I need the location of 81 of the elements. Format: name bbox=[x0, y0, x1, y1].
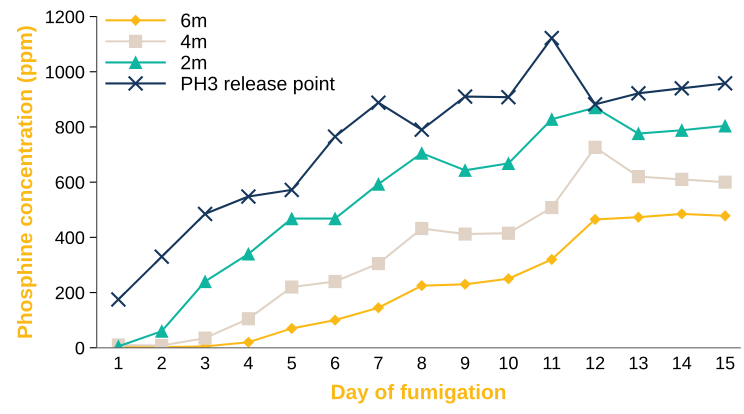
point bbox=[198, 274, 212, 288]
point bbox=[372, 302, 384, 314]
point bbox=[285, 212, 298, 226]
point bbox=[284, 182, 300, 198]
x-tick-label: 2 bbox=[158, 356, 166, 370]
point bbox=[502, 226, 516, 240]
point bbox=[546, 254, 558, 265]
point bbox=[632, 212, 644, 223]
point bbox=[675, 124, 688, 137]
y-axis-title: Phosphine concentration (ppm) bbox=[17, 26, 36, 338]
point bbox=[414, 122, 430, 138]
point bbox=[630, 85, 646, 102]
point bbox=[370, 94, 386, 111]
point bbox=[372, 256, 386, 270]
point bbox=[154, 248, 170, 265]
point bbox=[328, 212, 342, 226]
point bbox=[330, 314, 341, 326]
legend-label: 4m bbox=[180, 34, 206, 48]
point bbox=[676, 208, 688, 220]
point bbox=[415, 146, 428, 160]
point bbox=[458, 227, 472, 241]
point bbox=[502, 273, 514, 284]
x-tick-label: 11 bbox=[544, 356, 560, 370]
point bbox=[415, 222, 428, 236]
point bbox=[544, 30, 560, 46]
y-tick-label: 600 bbox=[56, 176, 84, 189]
point bbox=[328, 274, 342, 288]
point bbox=[545, 112, 558, 126]
x-tick-label: 7 bbox=[374, 356, 383, 370]
point bbox=[457, 88, 474, 105]
point bbox=[110, 291, 126, 308]
y-tick-label: 1000 bbox=[46, 66, 84, 78]
point bbox=[242, 312, 255, 326]
point bbox=[242, 247, 255, 261]
point bbox=[718, 176, 732, 189]
point bbox=[718, 119, 732, 132]
x-tick-label: 1 bbox=[114, 356, 123, 370]
point bbox=[372, 177, 386, 191]
x-tick-label: 3 bbox=[200, 356, 210, 370]
point bbox=[458, 164, 472, 177]
x-tick-label: 8 bbox=[418, 356, 426, 370]
x-axis-title: Day of fumigation bbox=[332, 384, 506, 404]
x-tick-label: 6 bbox=[330, 356, 340, 370]
point bbox=[198, 332, 212, 345]
y-tick-label: 1200 bbox=[46, 10, 84, 24]
x-tick-label: 12 bbox=[586, 356, 604, 370]
point bbox=[155, 324, 168, 338]
y-tick-label: 800 bbox=[56, 120, 84, 134]
point bbox=[675, 172, 688, 186]
point bbox=[588, 140, 602, 154]
point bbox=[545, 200, 558, 214]
x-tick-label: 4 bbox=[244, 356, 253, 370]
y-tick-label: 0 bbox=[76, 342, 84, 354]
point bbox=[500, 89, 516, 106]
point bbox=[242, 336, 254, 348]
legend-label: 6m bbox=[181, 14, 206, 28]
point bbox=[720, 210, 731, 222]
x-tick-label: 10 bbox=[500, 356, 518, 370]
legend-label: 2m bbox=[181, 56, 206, 70]
point bbox=[632, 126, 646, 140]
y-tick-label: 200 bbox=[56, 286, 84, 300]
legend-label: PH3 release point bbox=[182, 76, 335, 94]
x-tick-label: 5 bbox=[287, 356, 296, 370]
point bbox=[632, 170, 646, 184]
point bbox=[327, 128, 344, 145]
point bbox=[502, 156, 516, 170]
point bbox=[460, 278, 471, 290]
x-tick-label: 13 bbox=[630, 356, 648, 370]
point bbox=[240, 188, 256, 204]
point bbox=[197, 206, 214, 222]
point bbox=[285, 280, 298, 294]
x-tick-label: 15 bbox=[716, 356, 734, 370]
point bbox=[717, 75, 734, 92]
point bbox=[587, 96, 604, 112]
point bbox=[674, 80, 690, 96]
point bbox=[286, 322, 298, 334]
x-tick-label: 9 bbox=[460, 356, 470, 370]
y-tick-label: 400 bbox=[55, 231, 84, 244]
point bbox=[590, 214, 601, 225]
x-tick-label: 14 bbox=[673, 356, 692, 370]
point bbox=[416, 280, 428, 292]
